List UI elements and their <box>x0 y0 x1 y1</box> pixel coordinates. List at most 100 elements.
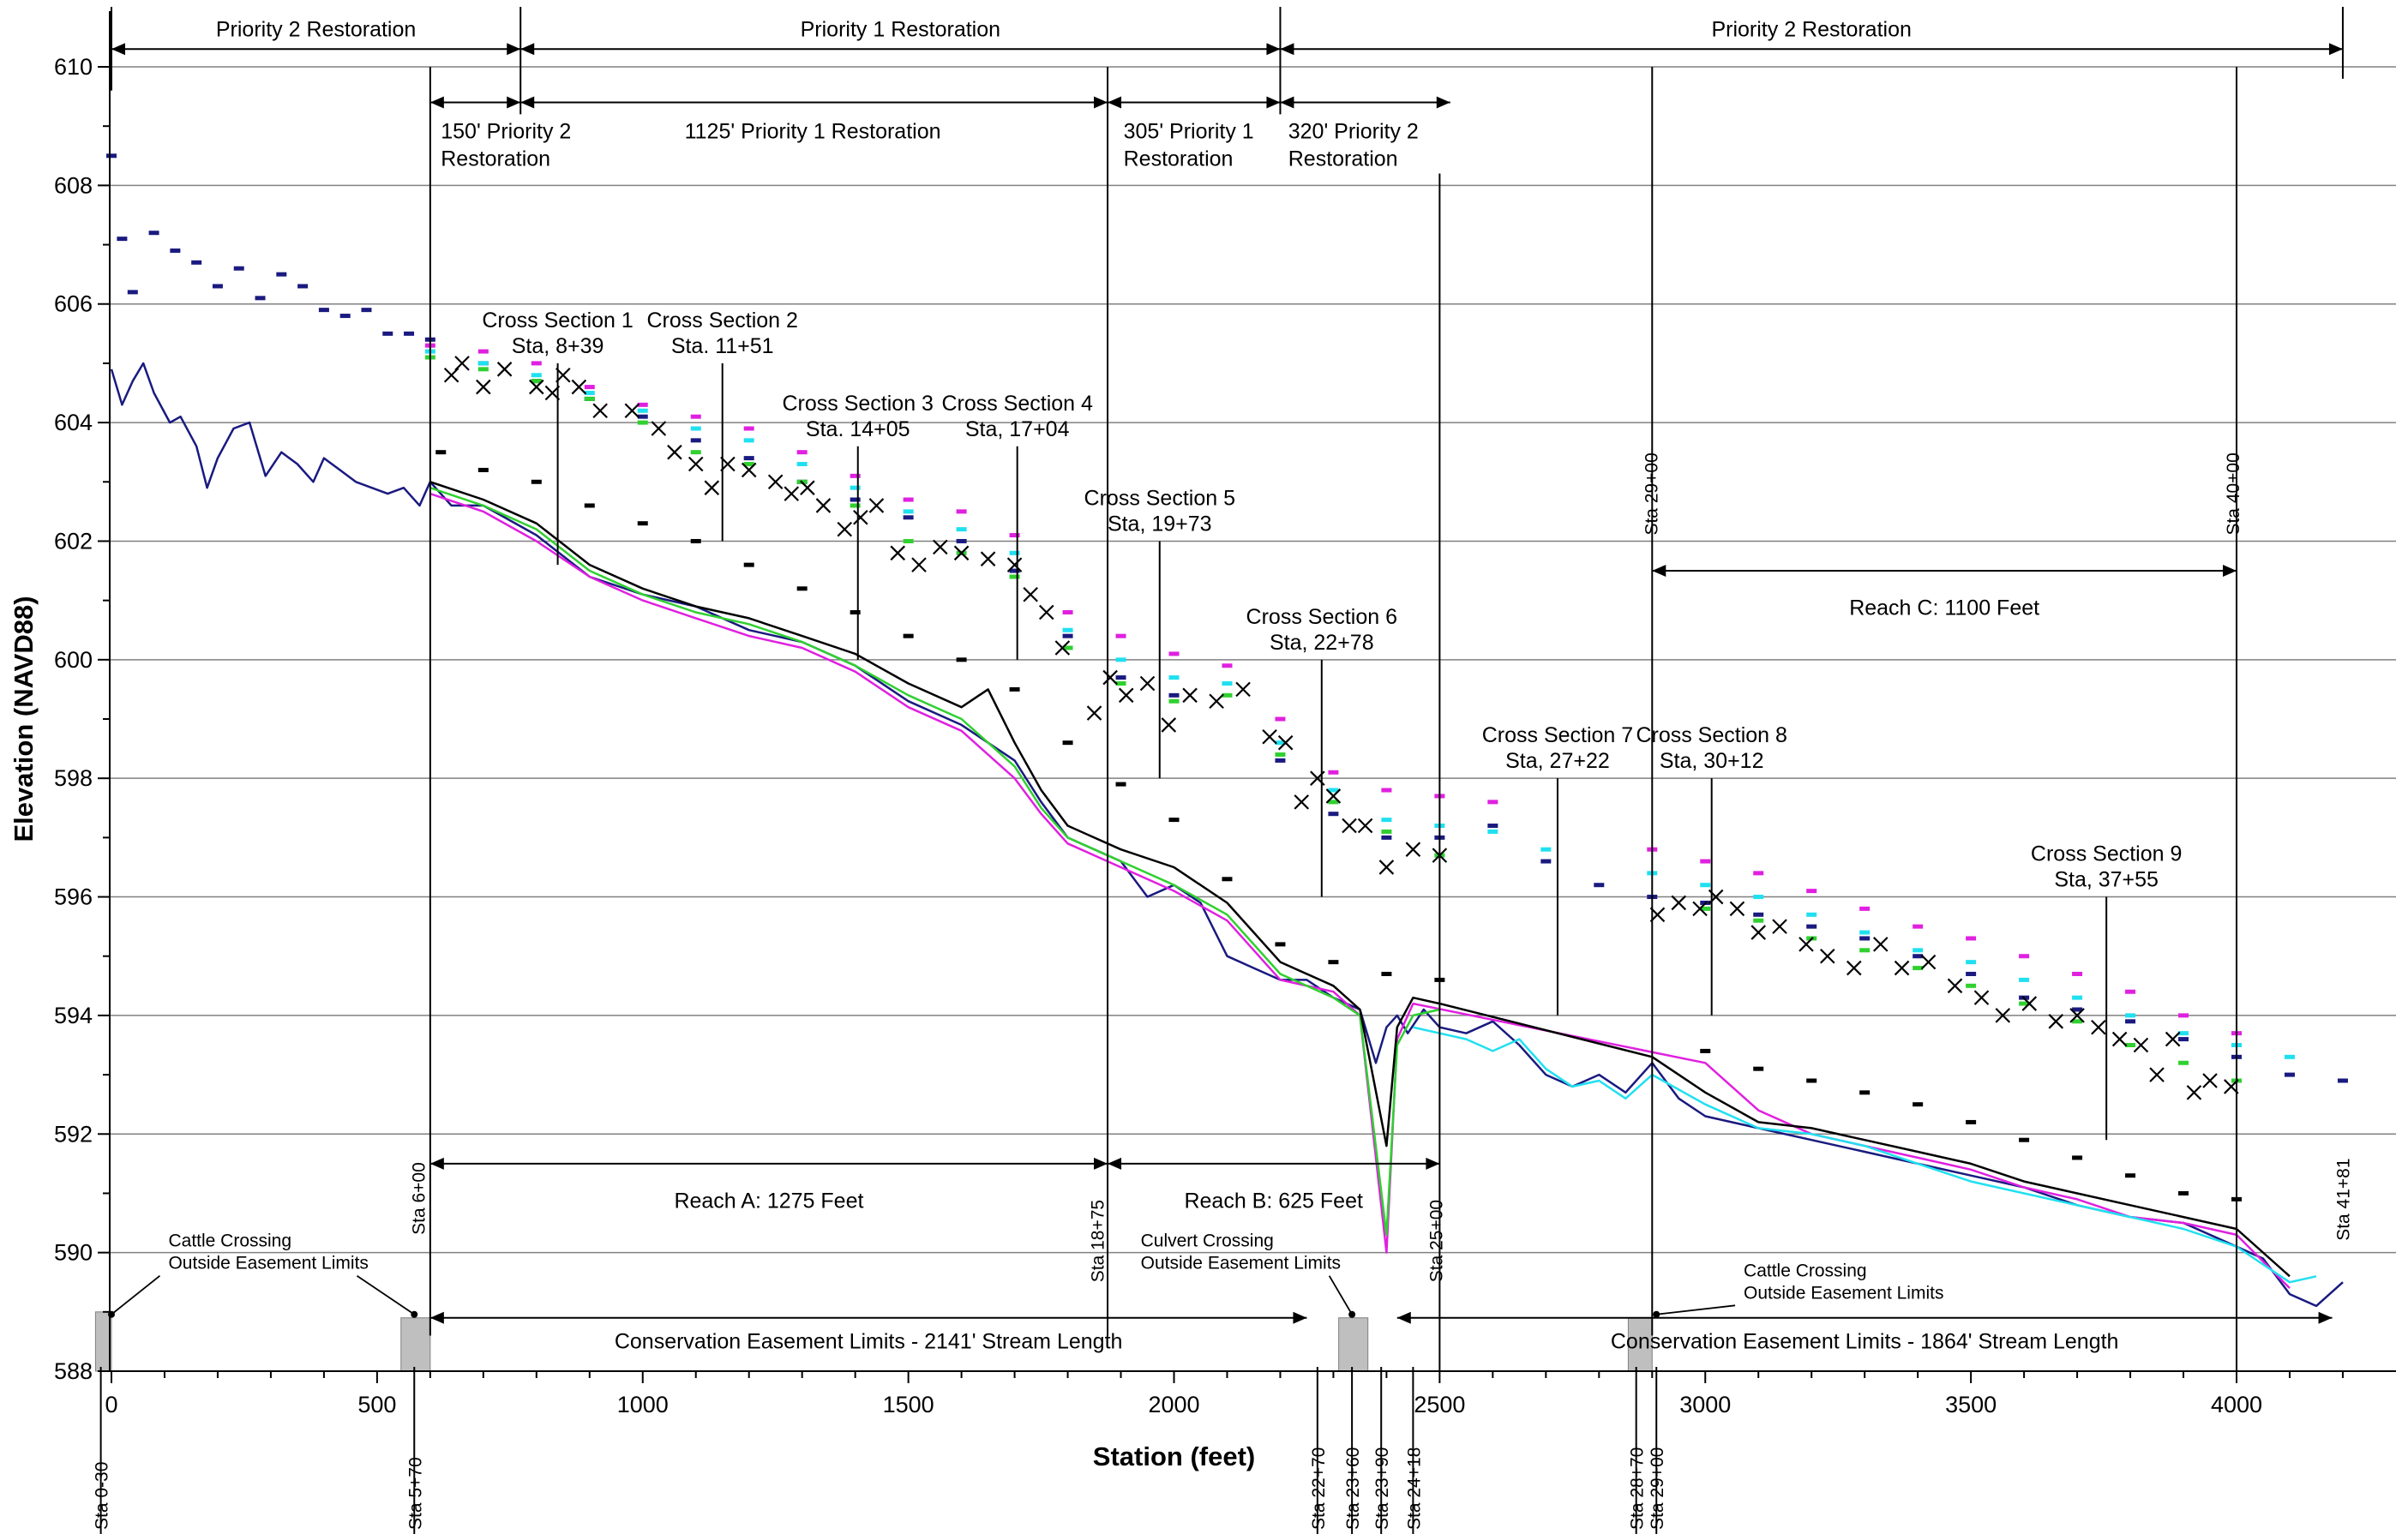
x-tick-label: 4000 <box>2211 1392 2262 1417</box>
cross-section-label: Cross Section 9 <box>2031 842 2182 866</box>
y-tick-label: 604 <box>54 410 93 435</box>
shaded-block <box>400 1317 431 1372</box>
x-marker <box>800 480 815 495</box>
bottom-station-label: Sta 28+70 <box>1628 1447 1648 1530</box>
x-marker <box>1102 669 1118 686</box>
cross-section-label: Cross Section 8 <box>1636 723 1786 747</box>
sub-range-arrow-head-left <box>1108 96 1122 109</box>
x-marker <box>1294 794 1310 810</box>
x-tick-label: 2500 <box>1414 1392 1465 1417</box>
x-tick-label: 3500 <box>1945 1392 1997 1417</box>
x-marker <box>1772 919 1787 934</box>
reach-arrow-head-left <box>1652 565 1666 578</box>
bottom-station-label: Sta 23+90 <box>1372 1447 1392 1530</box>
crossing-pointer <box>111 1275 161 1315</box>
cross-section-station: Sta, 27+22 <box>1505 749 1610 773</box>
crossing-pointer <box>356 1274 415 1315</box>
crossing-pointer-tip <box>411 1310 418 1318</box>
x-marker <box>868 498 885 513</box>
x-marker <box>837 521 853 537</box>
cross-section-station: Sta, 8+39 <box>512 334 604 358</box>
profile-line <box>429 481 2291 1278</box>
profile-line <box>1413 1026 2317 1284</box>
easement-arrow-head-left <box>1396 1311 1411 1324</box>
x-marker <box>1038 604 1054 620</box>
x-marker <box>2021 996 2038 1011</box>
bottom-station-label: Sta 22+70 <box>1309 1447 1329 1530</box>
x-tick-label: 2000 <box>1148 1392 1199 1417</box>
sub-range-label: Restoration <box>1288 147 1398 171</box>
easement-arrow-head-left <box>429 1311 444 1324</box>
sub-range-arrow-head-left <box>429 96 444 109</box>
x-marker <box>933 539 948 555</box>
annotation-layer: Sta 6+00 Sta 18+75 Sta 25+00 Sta 29+00 Sta 4… <box>93 7 2353 1534</box>
x-marker <box>1262 728 1277 745</box>
x-marker <box>688 456 704 472</box>
shaded-blocks <box>94 1311 1653 1372</box>
x-marker <box>1995 1008 2011 1023</box>
bottom-station-label: Sta 0-30 <box>93 1462 112 1530</box>
y-axis-title: Elevation (NAVD88) <box>9 596 39 842</box>
sub-range-arrow-head-left <box>1280 96 1294 109</box>
crossing-pointer <box>1656 1304 1736 1315</box>
x-marker <box>1920 954 1937 970</box>
x-marker <box>1054 640 1071 656</box>
crossing-pointer-tip <box>1348 1310 1356 1318</box>
x-marker <box>1894 960 1910 976</box>
sub-range-arrow-head-right <box>1436 96 1450 109</box>
sub-range-label: 320' Priority 2 <box>1288 120 1419 144</box>
x-marker <box>651 421 667 436</box>
x-tick-label: 1000 <box>617 1392 669 1417</box>
crossing-label: Outside Easement Limits <box>1744 1283 1943 1303</box>
x-marker <box>496 362 513 377</box>
x-tick-label: 1500 <box>883 1392 934 1417</box>
top-range-label: Priority 2 Restoration <box>1711 18 1911 42</box>
x-tick-label: 3000 <box>1679 1392 1731 1417</box>
cross-section-label: Cross Section 2 <box>646 309 797 333</box>
x-marker <box>1357 818 1373 834</box>
x-marker <box>2069 1008 2085 1023</box>
cross-section-station: Sta, 30+12 <box>1660 749 1764 773</box>
reach-arrow-head-left <box>429 1157 444 1170</box>
station-label: Sta 18+75 <box>1089 1200 1108 1282</box>
station-label: Sta 40+00 <box>2224 452 2243 535</box>
x-marker <box>2111 1031 2128 1047</box>
crossing-label: Outside Easement Limits <box>1141 1254 1341 1273</box>
x-marker <box>592 403 608 419</box>
bottom-station-label: Sta 5+70 <box>405 1457 425 1530</box>
cross-section-station: Sta, 19+73 <box>1108 512 1212 536</box>
crossing-label: Cattle Crossing <box>168 1231 291 1251</box>
reach-arrow-head-left <box>1108 1157 1122 1170</box>
station-label: Sta 6+00 <box>410 1162 429 1235</box>
y-tick-label: 588 <box>54 1358 93 1384</box>
reach-arrow-head-right <box>1094 1157 1108 1170</box>
crossing-pointer-tip <box>1653 1310 1660 1318</box>
x-marker <box>1378 860 1395 875</box>
cross-section-label: Cross Section 7 <box>1482 723 1633 747</box>
cross-section-label: Cross Section 4 <box>941 392 1093 416</box>
x-marker <box>1277 734 1294 751</box>
x-marker <box>704 480 720 495</box>
x-marker <box>1750 925 1767 940</box>
sub-range-label: 305' Priority 1 <box>1124 120 1254 144</box>
sub-range-arrow-head-right <box>507 96 521 109</box>
y-tick-label: 606 <box>54 291 93 317</box>
y-tick-label: 602 <box>54 528 93 554</box>
sub-range-label: Restoration <box>1124 147 1234 171</box>
x-tick-label: 500 <box>357 1392 396 1417</box>
easement-arrow-head-right <box>2318 1311 2333 1324</box>
reach-label: Reach A: 1275 Feet <box>674 1189 863 1213</box>
x-marker <box>1947 978 1963 994</box>
top-range-arrow-head-left <box>111 43 125 56</box>
axes-layer: 588 590 592 594 596 598 600 602 604 606 608 610 0 500… <box>54 11 2396 1417</box>
crossing-label: Outside Easement Limits <box>168 1254 368 1273</box>
x-marker <box>853 510 868 525</box>
y-tick-label: 598 <box>54 765 93 791</box>
top-range-arrow-head-left <box>520 43 535 56</box>
x-marker <box>2202 1073 2218 1088</box>
crossing-label: Cattle Crossing <box>1744 1261 1867 1280</box>
x-marker <box>1847 960 1862 976</box>
profile-line <box>429 492 2291 1289</box>
x-marker <box>667 444 682 460</box>
